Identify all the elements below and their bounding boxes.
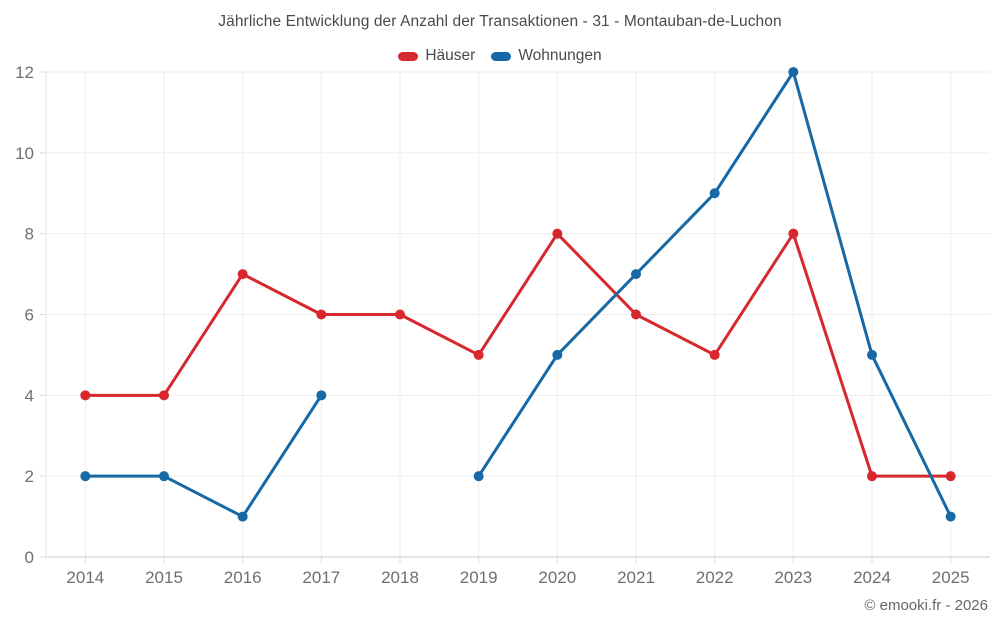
x-axis-tick-label: 2021 — [617, 568, 655, 587]
data-point-häuser — [395, 309, 405, 320]
data-point-wohnungen — [473, 471, 484, 482]
data-point-häuser — [788, 228, 799, 239]
data-point-häuser — [159, 390, 169, 401]
x-axis-tick-label: 2015 — [145, 568, 183, 587]
data-point-wohnungen — [788, 67, 799, 77]
x-axis-tick-label: 2014 — [66, 568, 104, 587]
series-line-häuser — [83, 232, 953, 478]
data-point-häuser — [552, 228, 563, 239]
y-axis-tick-label: 4 — [25, 386, 34, 405]
chart-legend: Häuser Wohnungen — [0, 47, 1000, 65]
chart-title: Jährliche Entwicklung der Anzahl der Tra… — [218, 13, 782, 30]
x-axis-tick-label: 2017 — [302, 568, 340, 587]
y-axis-tick-label: 8 — [25, 225, 34, 244]
x-axis-tick-label: 2022 — [696, 568, 734, 587]
y-axis-tick-label: 2 — [25, 467, 34, 486]
y-axis-tick-label: 6 — [25, 306, 34, 325]
series-line-wohnungen — [83, 393, 323, 519]
data-point-wohnungen — [552, 349, 563, 360]
x-axis-tick-label: 2020 — [538, 568, 576, 587]
data-point-häuser — [237, 269, 248, 280]
data-point-wohnungen — [80, 471, 91, 482]
data-point-häuser — [867, 471, 877, 482]
copyright-footer: © emooki.fr - 2026 — [864, 597, 988, 614]
y-axis-tick-label: 0 — [25, 548, 34, 567]
data-point-häuser — [631, 309, 641, 320]
legend-label-wohnungen: Wohnungen — [518, 47, 602, 64]
legend-swatch-wohnungen-icon — [491, 51, 512, 61]
data-point-wohnungen — [316, 390, 327, 401]
legend-item-haeuser[interactable]: Häuser — [398, 47, 475, 65]
data-point-wohnungen — [159, 471, 169, 482]
data-point-wohnungen — [631, 269, 641, 280]
data-point-wohnungen — [237, 511, 248, 522]
data-point-häuser — [945, 471, 956, 482]
legend-swatch-haeuser-icon — [398, 51, 419, 61]
legend-item-wohnungen[interactable]: Wohnungen — [491, 47, 602, 65]
data-point-wohnungen — [867, 349, 877, 360]
x-axis-tick-label: 2023 — [774, 568, 812, 587]
x-axis-tick-label: 2024 — [853, 568, 891, 587]
legend-label-haeuser: Häuser — [425, 47, 476, 64]
y-axis-tick-label: 12 — [15, 63, 34, 82]
x-axis-tick-label: 2019 — [460, 568, 498, 587]
x-axis-tick-label: 2018 — [381, 568, 419, 587]
data-point-häuser — [473, 349, 484, 360]
y-axis-tick-label: 10 — [15, 144, 34, 163]
x-axis-tick-label: 2016 — [224, 568, 262, 587]
data-point-wohnungen — [709, 188, 720, 199]
data-point-häuser — [316, 309, 327, 320]
x-axis-tick-label: 2025 — [932, 568, 970, 587]
data-point-häuser — [709, 349, 720, 360]
data-point-häuser — [80, 390, 91, 401]
data-point-wohnungen — [945, 511, 956, 522]
